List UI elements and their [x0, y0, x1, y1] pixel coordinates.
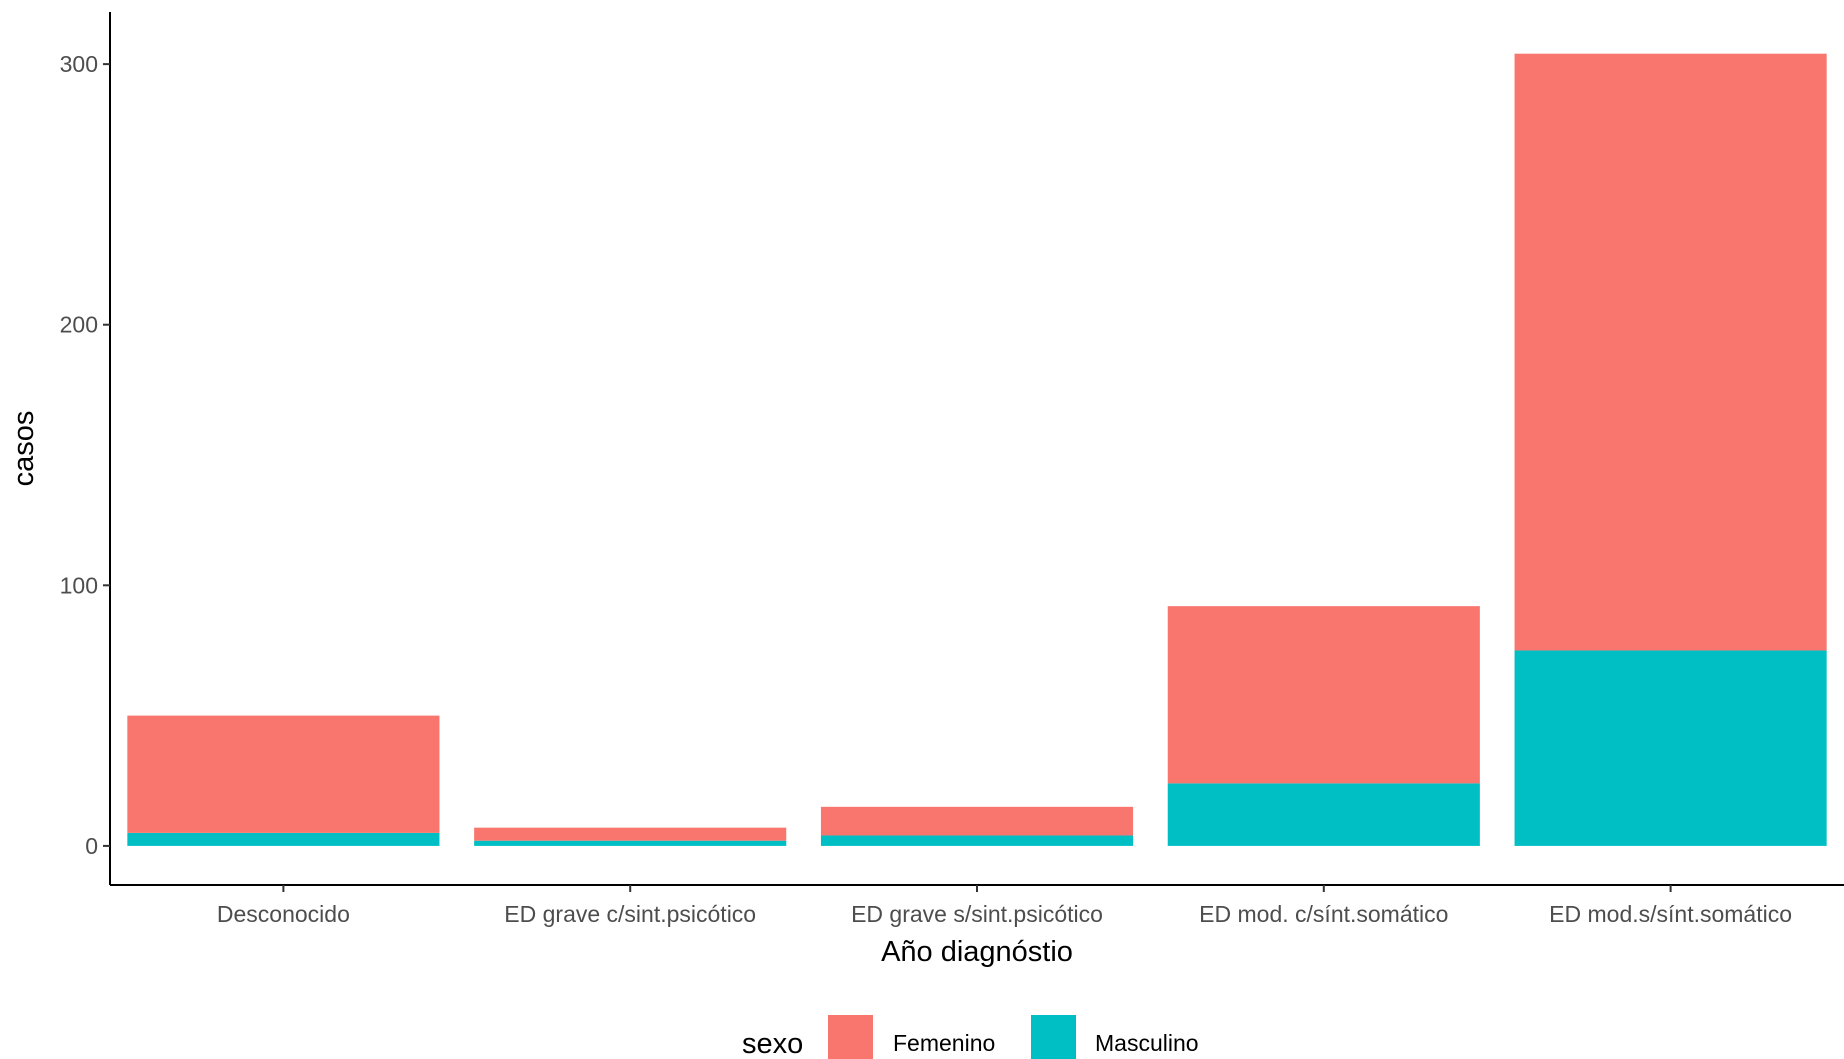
bars-layer — [127, 53, 1827, 846]
bar-femenino-0 — [127, 715, 440, 833]
bar-masculino-0 — [127, 832, 440, 846]
x-tick-label: Desconocido — [217, 901, 350, 927]
bar-masculino-2 — [820, 835, 1134, 846]
legend-label-femenino: Femenino — [893, 1030, 995, 1056]
legend-title: sexo — [742, 1028, 803, 1059]
x-axis-title: Año diagnóstio — [881, 936, 1073, 968]
bar-masculino-3 — [1167, 783, 1480, 846]
bar-masculino-4 — [1514, 650, 1827, 846]
x-tick-label: ED grave c/sint.psicótico — [504, 901, 756, 927]
legend-key-masculino — [1031, 1015, 1076, 1059]
y-tick-label: 300 — [60, 51, 98, 77]
y-tick-label: 0 — [85, 833, 98, 859]
y-axis-ticks: 0 100 200 300 — [60, 51, 110, 859]
bar-femenino-3 — [1167, 606, 1480, 784]
legend-label-masculino: Masculino — [1095, 1030, 1199, 1056]
legend-key-femenino — [828, 1015, 873, 1059]
y-axis-title: casos — [8, 411, 40, 487]
legend-items: Femenino Masculino — [828, 1015, 1199, 1059]
bar-femenino-4 — [1514, 53, 1827, 651]
bar-femenino-2 — [820, 806, 1134, 836]
y-tick-label: 200 — [60, 312, 98, 338]
x-tick-label: ED grave s/sint.psicótico — [851, 901, 1103, 927]
y-tick-label: 100 — [60, 572, 98, 598]
bar-masculino-1 — [474, 840, 787, 846]
x-axis-ticks: Desconocido ED grave c/sint.psicótico ED g… — [217, 885, 1792, 927]
x-tick-label: ED mod. c/sínt.somático — [1199, 901, 1448, 927]
legend: sexo Femenino Masculino — [742, 1015, 1199, 1059]
x-tick-label: ED mod.s/sínt.somático — [1549, 901, 1792, 927]
bar-femenino-1 — [474, 827, 787, 841]
